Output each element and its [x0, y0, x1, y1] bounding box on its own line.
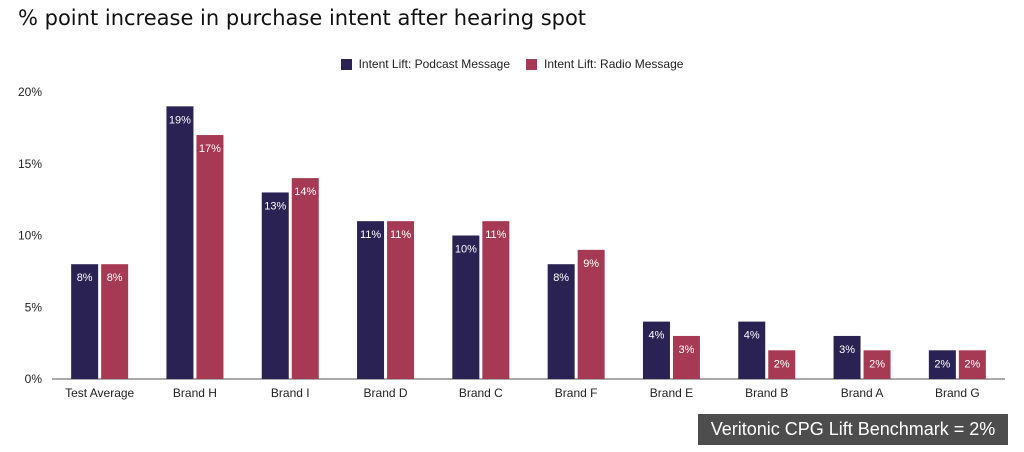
- x-category-label: Brand F: [555, 386, 598, 400]
- chart-legend: Intent Lift: Podcast Message Intent Lift…: [0, 57, 1024, 71]
- bar-radio: [101, 264, 129, 379]
- x-category-label: Brand A: [841, 386, 884, 400]
- bar-radio: [672, 335, 700, 379]
- data-label-podcast: 4%: [648, 330, 664, 342]
- x-category-label: Test Average: [65, 386, 134, 400]
- bar-podcast: [261, 192, 289, 379]
- legend-swatch-radio: [526, 58, 537, 70]
- bar-podcast: [357, 221, 385, 379]
- bar-radio: [291, 178, 319, 379]
- legend-item-podcast: Intent Lift: Podcast Message: [340, 57, 510, 71]
- data-label-radio: 2%: [774, 358, 790, 370]
- legend-label-podcast: Intent Lift: Podcast Message: [358, 57, 510, 71]
- data-label-radio: 14%: [294, 186, 316, 198]
- data-label-radio: 11%: [390, 229, 411, 241]
- bar-radio: [958, 350, 986, 379]
- x-category-label: Brand C: [459, 386, 503, 400]
- data-label-radio: 17%: [199, 143, 221, 155]
- x-category-label: Brand I: [271, 386, 310, 400]
- bar-podcast: [71, 264, 99, 379]
- data-label-radio: 2%: [964, 358, 980, 370]
- data-label-radio: 3%: [678, 344, 694, 356]
- chart-title: % point increase in purchase intent afte…: [18, 6, 587, 30]
- bar-podcast: [833, 335, 861, 379]
- bar-podcast: [452, 235, 480, 379]
- x-category-label: Brand B: [745, 386, 788, 400]
- data-label-podcast: 11%: [360, 229, 381, 241]
- data-label-radio: 11%: [485, 229, 506, 241]
- legend-label-radio: Intent Lift: Radio Message: [544, 57, 684, 71]
- bar-radio: [482, 221, 510, 379]
- bar-radio: [863, 350, 891, 379]
- data-label-podcast: 3%: [839, 344, 855, 356]
- x-category-label: Brand D: [364, 386, 408, 400]
- bar-podcast: [738, 321, 766, 379]
- bar-radio: [577, 249, 605, 379]
- data-label-podcast: 10%: [455, 244, 477, 256]
- data-label-podcast: 19%: [169, 114, 191, 126]
- data-label-podcast: 8%: [77, 272, 93, 284]
- data-label-radio: 8%: [107, 272, 123, 284]
- legend-item-radio: Intent Lift: Radio Message: [526, 57, 683, 71]
- bar-podcast: [928, 350, 956, 379]
- benchmark-badge: Veritonic CPG Lift Benchmark = 2%: [698, 414, 1008, 445]
- x-category-label: Brand G: [935, 386, 980, 400]
- x-category-label: Brand E: [650, 386, 693, 400]
- bar-podcast: [547, 264, 575, 379]
- y-tick-label: 0%: [25, 372, 43, 386]
- bar-radio: [196, 135, 224, 379]
- data-label-radio: 2%: [869, 358, 885, 370]
- legend-swatch-podcast: [340, 58, 352, 70]
- bar-podcast: [166, 106, 194, 379]
- data-label-podcast: 13%: [264, 200, 286, 212]
- data-label-podcast: 4%: [744, 330, 760, 342]
- data-label-radio: 9%: [583, 258, 599, 270]
- x-category-label: Brand H: [173, 386, 217, 400]
- y-tick-label: 15%: [18, 157, 42, 171]
- data-label-podcast: 2%: [934, 358, 950, 370]
- data-label-podcast: 8%: [553, 272, 569, 284]
- y-tick-label: 10%: [18, 229, 42, 243]
- bar-radio: [768, 350, 796, 379]
- y-tick-label: 5%: [25, 300, 43, 314]
- bar-podcast: [642, 321, 670, 379]
- y-tick-label: 20%: [18, 85, 42, 99]
- bar-radio: [387, 221, 415, 379]
